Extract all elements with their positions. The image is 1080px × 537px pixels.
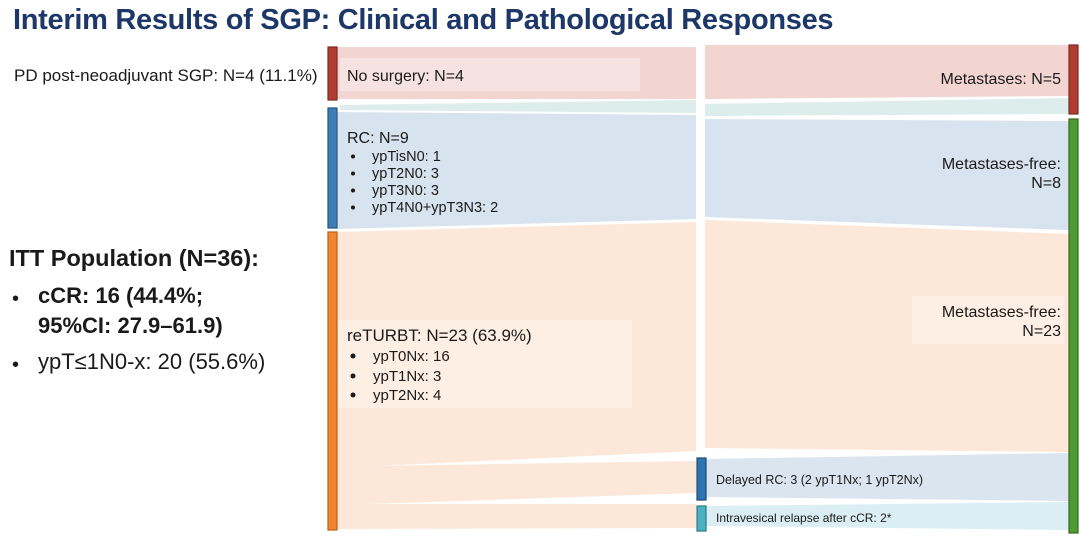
itt-bullet-ypt: ypT≤1N0-x: 20 (55.6%) [38, 349, 266, 374]
itt-bullet-ccr-line2: 95%CI: 27.9–61.9) [38, 313, 223, 338]
no-surgery-bar [327, 46, 338, 101]
delayed-rc-bar [696, 457, 707, 501]
intravesical-bar [696, 505, 707, 532]
returbt-band [337, 222, 696, 529]
rc-label: RC: N=9 [347, 130, 409, 147]
bullet-dot [351, 154, 355, 159]
metastases-bar [1068, 44, 1079, 115]
met-free-23-label-box [912, 296, 1064, 344]
rc-bullet: ypT4N0+ypT3N3: 2 [372, 200, 498, 216]
returbt-bullet: ypT2Nx: 4 [373, 387, 441, 404]
met-free-8-label-line1: Metastases-free: [942, 156, 1061, 173]
bullet-glyph: • [12, 288, 20, 310]
no-surgery-label-box [340, 58, 640, 91]
bullet-dot [350, 353, 356, 359]
returbt-label-box [338, 320, 632, 408]
returbt-bullet: ypT1Nx: 3 [373, 368, 441, 385]
bullet-dot [351, 188, 355, 193]
delayed-rc-label: Delayed RC: 3 (2 ypT1Nx; 1 ypT2Nx) [716, 473, 923, 487]
rc-bullet: ypT2N0: 3 [372, 166, 439, 182]
intravesical-label: Intravesical relapse after cCR: 2* [716, 511, 892, 525]
met-free-8-band [705, 119, 1069, 230]
rc-bullet: ypT3N0: 3 [372, 183, 439, 199]
met-free-8-label-line2: N=8 [1031, 175, 1061, 192]
flow-split-wedge-1 [375, 451, 696, 466]
pd-progression-note: PD post-neoadjuvant SGP: N=4 (11.1%) [14, 66, 318, 85]
rc-bar [327, 107, 338, 229]
met-free-23-band [705, 220, 1069, 452]
no-surgery-band [337, 47, 696, 99]
no-surgery-label: No surgery: N=4 [347, 68, 464, 85]
rc-bullet: ypTisN0: 1 [372, 149, 441, 165]
bullet-dot [350, 392, 356, 398]
slide-title: Interim Results of SGP: Clinical and Pat… [13, 4, 834, 36]
returbt-bar [327, 231, 338, 531]
bullet-glyph: • [12, 354, 20, 376]
intravesical-band [706, 502, 1069, 530]
delayed-rc-band [706, 453, 1069, 501]
met-free-23-label-line1: Metastases-free: [942, 304, 1061, 321]
itt-population-heading: ITT Population (N=36): [9, 245, 260, 271]
rc-band [337, 112, 696, 229]
flow-relapse-metastases-left [340, 100, 696, 113]
flow-split-wedge-2 [368, 493, 696, 504]
bullet-dot [351, 171, 355, 176]
metastases-free-outcome-bar [1068, 118, 1079, 534]
flow-relapse-metastases-right [705, 98, 1069, 116]
bullet-dot [350, 373, 356, 379]
metastases-label: Metastases: N=5 [941, 71, 1062, 88]
metastases-band [705, 45, 1069, 99]
returbt-label: reTURBT: N=23 (63.9%) [347, 326, 532, 345]
itt-bullet-ccr-line1: cCR: 16 (44.4%; [38, 283, 204, 308]
returbt-bullet: ypT0Nx: 16 [373, 348, 450, 365]
bullet-dot [351, 205, 355, 210]
met-free-23-label-line2: N=23 [1022, 323, 1061, 340]
